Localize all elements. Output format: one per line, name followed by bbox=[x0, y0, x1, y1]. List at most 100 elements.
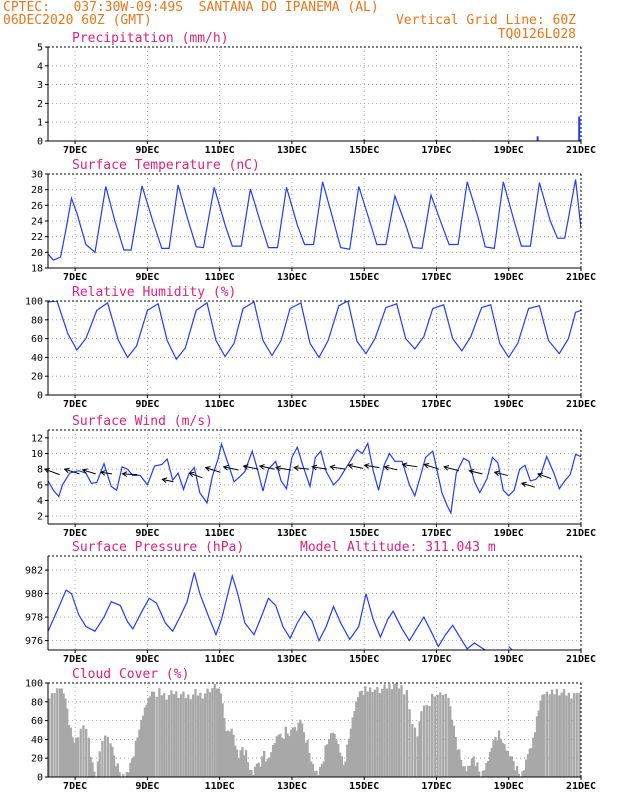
cloud-cover-bar bbox=[152, 691, 156, 777]
cloud-cover-bar bbox=[371, 691, 374, 777]
cloud-cover-bar bbox=[53, 693, 56, 777]
precipitation-panel-title: Precipitation (mm/h) bbox=[72, 31, 229, 46]
wind-arrow bbox=[521, 482, 535, 488]
cloud-cover-bar bbox=[481, 770, 484, 777]
cloud-cover-bar bbox=[275, 736, 278, 777]
cloud-y-tick-label: 80 bbox=[31, 697, 43, 708]
cloud-cover-bar bbox=[48, 698, 51, 777]
cloud-cover-bar bbox=[96, 761, 100, 777]
cloud-cover-bar bbox=[356, 697, 360, 777]
cloud-cover-bar bbox=[313, 771, 316, 777]
cloud-cover-bar bbox=[284, 726, 287, 777]
temperature-series-line bbox=[48, 179, 581, 261]
cloud-cover-bar bbox=[286, 733, 289, 777]
cloud-cover-bar bbox=[465, 771, 468, 777]
cloud-cover-bar bbox=[228, 731, 231, 777]
pressure-x-tick-label: 7DEC bbox=[63, 654, 87, 665]
wind-y-tick-label: 4 bbox=[37, 496, 43, 507]
cloud-cover-bar bbox=[347, 738, 351, 777]
cloud-panel-title: Cloud Cover (%) bbox=[72, 667, 189, 682]
cloud-cover-bar bbox=[515, 766, 519, 777]
cloud-cover-bar bbox=[450, 719, 454, 777]
cloud-cover-bar bbox=[76, 737, 80, 777]
cloud-cover-bar bbox=[219, 693, 222, 777]
wind-arrowhead bbox=[63, 467, 70, 474]
cloud-cover-bar bbox=[488, 751, 492, 777]
wind-arrow bbox=[348, 464, 364, 469]
cloud-cover-bar bbox=[140, 720, 143, 777]
cloud-cover-bar bbox=[416, 736, 419, 777]
cloud-cover-bar bbox=[351, 717, 354, 777]
wind-x-tick-label: 19DEC bbox=[494, 528, 524, 539]
cloud-cover-bar bbox=[322, 761, 325, 777]
cloud-cover-bar bbox=[309, 761, 313, 777]
wind-arrow bbox=[276, 467, 291, 471]
cloud-cover-bar bbox=[496, 740, 499, 777]
cloud-cover-bar bbox=[182, 691, 185, 777]
wind-x-tick-label: 7DEC bbox=[63, 528, 87, 539]
cloud-cover-bar bbox=[109, 743, 112, 777]
wind-arrowhead bbox=[311, 464, 318, 471]
cloud-cover-bar bbox=[85, 728, 88, 777]
wind-x-tick-label: 11DEC bbox=[205, 528, 235, 539]
cloud-cover-bar bbox=[315, 770, 318, 777]
cloud-cover-bar bbox=[535, 716, 539, 777]
precipitation-x-tick-label: 13DEC bbox=[277, 145, 307, 156]
cloud-cover-bar bbox=[508, 756, 512, 777]
cloud-cover-bar bbox=[454, 736, 457, 777]
cloud-cover-bar bbox=[358, 691, 362, 777]
wind-panel-title: Surface Wind (m/s) bbox=[72, 414, 213, 429]
cloud-cover-bar bbox=[270, 752, 273, 777]
cloud-cover-bar bbox=[353, 711, 356, 777]
cloud-cover-bar bbox=[362, 695, 365, 777]
wind-y-tick-label: 6 bbox=[37, 480, 43, 491]
temperature-y-tick-label: 26 bbox=[31, 201, 43, 212]
cloud-cover-bar bbox=[172, 694, 175, 777]
cloud-cover-bar bbox=[458, 749, 461, 777]
cloud-cover-bar bbox=[114, 766, 118, 777]
precipitation-panel bbox=[45, 46, 582, 144]
cloud-cover-bar bbox=[134, 740, 138, 777]
cloud-y-tick-label: 0 bbox=[37, 773, 43, 784]
wind-arrowhead bbox=[81, 468, 88, 474]
cloud-cover-bar bbox=[98, 751, 101, 777]
cloud-cover-bar bbox=[239, 750, 242, 777]
cloud-cover-bar bbox=[234, 745, 237, 777]
cloud-cover-bar bbox=[420, 711, 423, 777]
wind-x-tick-label: 15DEC bbox=[349, 528, 379, 539]
cloud-cover-bar bbox=[405, 690, 409, 777]
cloud-cover-bar bbox=[393, 684, 396, 777]
cloud-cover-bar bbox=[311, 763, 315, 777]
wind-arrow bbox=[402, 463, 418, 468]
humidity-y-tick-label: 0 bbox=[37, 391, 43, 402]
cloud-cover-bar bbox=[158, 688, 161, 777]
cloud-cover-bar bbox=[132, 756, 136, 777]
cloud-cover-bar bbox=[261, 756, 264, 777]
wind-arrow bbox=[64, 468, 80, 475]
cloud-cover-bar bbox=[478, 771, 481, 777]
cloud-cover-bar bbox=[385, 688, 389, 777]
cloud-cover-bar bbox=[113, 755, 116, 777]
cloud-cover-bar bbox=[337, 743, 340, 777]
cloud-cover-bar bbox=[388, 684, 391, 777]
cloud-cover-bar bbox=[56, 688, 59, 777]
wind-arrowhead bbox=[347, 463, 354, 469]
precipitation-x-tick-label: 15DEC bbox=[349, 145, 379, 156]
pressure-x-tick-label: 15DEC bbox=[349, 654, 379, 665]
wind-x-tick-label: 17DEC bbox=[421, 528, 451, 539]
wind-arrowhead bbox=[329, 464, 336, 471]
cloud-cover-bar bbox=[346, 744, 349, 777]
cloud-cover-bar bbox=[147, 697, 150, 777]
header-model-code: TQ0126L028 bbox=[497, 27, 576, 42]
cloud-cover-bar bbox=[413, 727, 417, 777]
cloud-cover-bar bbox=[514, 770, 517, 777]
cloud-y-tick-label: 60 bbox=[31, 716, 43, 727]
precipitation-y-tick-label: 0 bbox=[37, 137, 43, 148]
cloud-cover-bar bbox=[230, 728, 233, 777]
cloud-cover-bar bbox=[111, 746, 114, 777]
cloud-cover-bar bbox=[64, 698, 67, 777]
cloud-cover-bar bbox=[459, 759, 463, 777]
cloud-cover-bar bbox=[530, 747, 533, 777]
pressure-series-line bbox=[508, 646, 513, 650]
temperature-x-tick-label: 9DEC bbox=[135, 272, 159, 283]
